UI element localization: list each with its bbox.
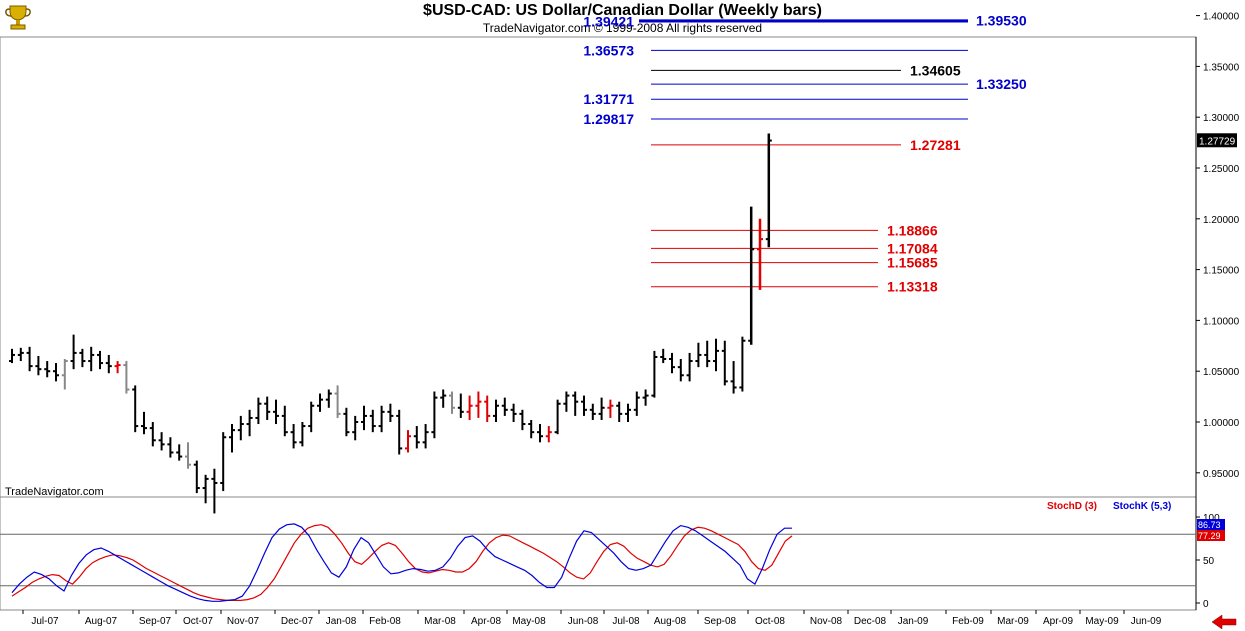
level-label: 1.39530 bbox=[976, 12, 1027, 28]
stoch-y-tick-label: 0 bbox=[1203, 599, 1209, 610]
x-tick-label: Apr-08 bbox=[471, 616, 501, 627]
level-label: 1.27281 bbox=[910, 137, 961, 153]
level-label: 1.17084 bbox=[887, 240, 938, 256]
stoch-legend-d: StochD (3) bbox=[1047, 501, 1097, 512]
level-label: 1.34605 bbox=[910, 62, 961, 78]
x-tick-label: Jul-08 bbox=[612, 616, 640, 627]
level-label: 1.33250 bbox=[976, 76, 1027, 92]
last-price-label: 1.27729 bbox=[1199, 136, 1236, 147]
stoch-k-tag bbox=[1197, 519, 1225, 530]
y-tick-label: 1.30000 bbox=[1203, 113, 1240, 124]
x-tick-label: Oct-07 bbox=[183, 616, 213, 627]
x-tick-label: Mar-08 bbox=[424, 616, 456, 627]
watermark: TradeNavigator.com bbox=[5, 486, 104, 498]
x-tick-label: May-08 bbox=[512, 616, 546, 627]
stoch-panel-border bbox=[0, 496, 1197, 611]
level-label: 1.15685 bbox=[887, 255, 938, 271]
stoch-d-value: 77.29 bbox=[1198, 531, 1221, 541]
x-tick-label: Jan-09 bbox=[898, 616, 929, 627]
stoch-d-tag bbox=[1197, 530, 1225, 541]
x-tick-label: Jun-08 bbox=[568, 616, 599, 627]
stoch-series-line bbox=[11, 523, 792, 602]
x-tick-label: Feb-09 bbox=[952, 616, 984, 627]
y-tick-label: 1.00000 bbox=[1203, 418, 1240, 429]
x-tick-label: Jan-08 bbox=[326, 616, 357, 627]
x-tick-label: Sep-08 bbox=[704, 616, 737, 627]
x-tick-label: Feb-08 bbox=[369, 616, 401, 627]
x-tick-label: Nov-08 bbox=[810, 616, 843, 627]
x-tick-label: Jul-07 bbox=[31, 616, 59, 627]
stoch-k-value: 86.73 bbox=[1198, 520, 1221, 530]
level-label: 1.13318 bbox=[887, 279, 938, 295]
scroll-left-arrow-icon[interactable] bbox=[1211, 614, 1237, 630]
x-tick-label: Aug-08 bbox=[654, 616, 687, 627]
level-label: 1.39421 bbox=[583, 13, 634, 29]
x-tick-label: Dec-07 bbox=[281, 616, 314, 627]
level-label: 1.18866 bbox=[887, 222, 938, 238]
stoch-series-line bbox=[11, 524, 793, 602]
y-tick-label: 1.05000 bbox=[1203, 367, 1240, 378]
y-tick-label: 1.10000 bbox=[1203, 316, 1240, 327]
x-tick-label: May-09 bbox=[1085, 616, 1119, 627]
level-label: 1.36573 bbox=[583, 42, 634, 58]
y-tick-label: 1.40000 bbox=[1203, 12, 1240, 23]
y-tick-label: 1.15000 bbox=[1203, 266, 1240, 277]
x-tick-label: Sep-07 bbox=[139, 616, 172, 627]
x-tick-label: Oct-08 bbox=[755, 616, 785, 627]
x-tick-label: Nov-07 bbox=[227, 616, 260, 627]
x-tick-label: Jun-09 bbox=[1131, 616, 1162, 627]
x-tick-label: Mar-09 bbox=[997, 616, 1029, 627]
y-tick-label: 1.20000 bbox=[1203, 215, 1240, 226]
stoch-y-tick-label: 100 bbox=[1203, 513, 1220, 524]
x-tick-label: Dec-08 bbox=[854, 616, 887, 627]
level-label: 1.31771 bbox=[583, 91, 634, 107]
last-price-tag bbox=[1197, 133, 1237, 148]
x-tick-label: Apr-09 bbox=[1043, 616, 1073, 627]
stoch-legend-k: StochK (5,3) bbox=[1113, 501, 1171, 512]
trophy-logo-icon bbox=[5, 5, 31, 30]
y-tick-label: 1.25000 bbox=[1203, 164, 1240, 175]
chart-title: $USD-CAD: US Dollar/Canadian Dollar (Wee… bbox=[423, 2, 822, 19]
stoch-y-tick-label: 50 bbox=[1203, 556, 1215, 567]
y-tick-label: 1.35000 bbox=[1203, 62, 1240, 73]
x-tick-label: Aug-07 bbox=[85, 616, 118, 627]
y-tick-label: 0.95000 bbox=[1203, 469, 1240, 480]
level-label: 1.29817 bbox=[583, 111, 634, 127]
copyright-subtitle: TradeNavigator.com © 1999-2008 All right… bbox=[482, 21, 763, 35]
